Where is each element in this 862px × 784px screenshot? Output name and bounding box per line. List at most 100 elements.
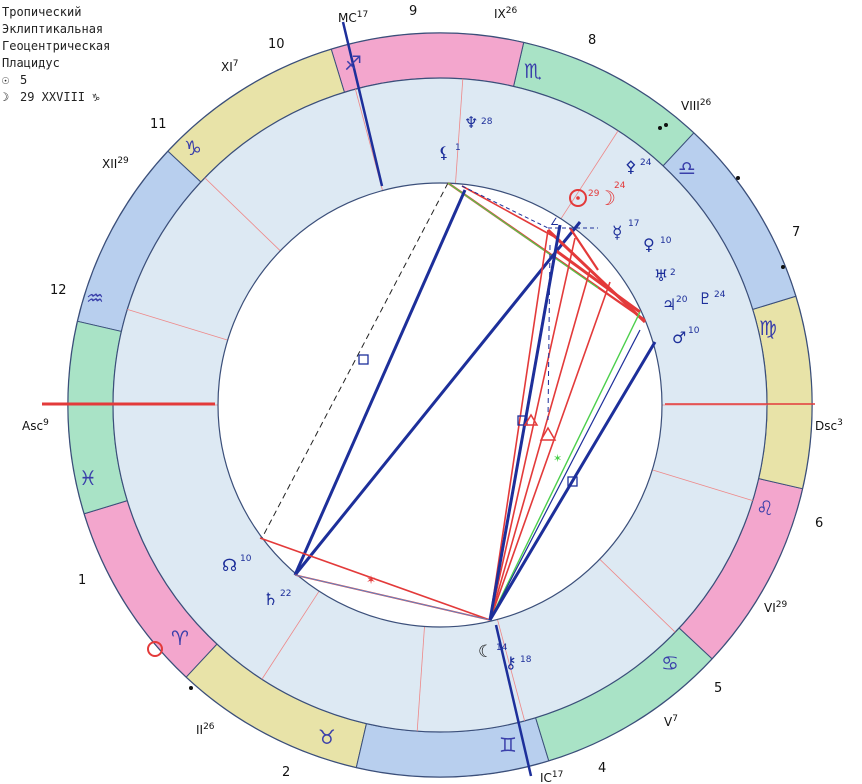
taurus-sign-icon: ♉: [318, 725, 336, 749]
aries-sign-icon: ♈: [171, 626, 189, 650]
chart-settings-legend: Тропический Эклиптикальная Геоцентрическ…: [2, 4, 110, 106]
lilith-point: ⚸ 1: [438, 143, 461, 162]
ring-dot: [664, 123, 668, 127]
selena-point: ☾ 14: [478, 642, 508, 662]
house-numbers: 1 2 4 5 6 7 8 9 10 11 12: [50, 4, 823, 780]
jupiter-degree: 20: [676, 295, 688, 305]
house-number-7: 7: [792, 225, 800, 240]
house-number-9: 9: [409, 4, 417, 19]
imum-coeli-axis: [494, 624, 533, 777]
point-24-icon: ⚴: [625, 157, 637, 176]
aspect-line: [569, 227, 599, 271]
neptune-planet: ♆ 28: [464, 113, 493, 132]
jupiter-icon: ♃: [662, 295, 676, 314]
aspect-line: [259, 537, 491, 621]
ring-dot: [781, 265, 785, 269]
house-cusp-line: [652, 469, 753, 501]
chiron-point: ⚷ 18: [505, 653, 532, 672]
house-number-5: 5: [714, 681, 722, 696]
point-24-degree: 24: [640, 158, 652, 168]
mercury-icon: ☿: [612, 223, 622, 243]
selena-icon: ☾: [478, 642, 493, 662]
cancer-sign-icon: ♋: [661, 651, 679, 675]
mercury-degree: 17: [628, 219, 639, 229]
house-cusp-line: [416, 626, 425, 732]
jupiter-planet: ♃ 20: [662, 295, 688, 314]
square-aspect-icon: [567, 476, 578, 487]
aspect-line: [489, 269, 591, 621]
saturn-planet: ♄ 22: [263, 589, 291, 610]
chart-axes: [42, 21, 815, 777]
aspect-markers: ✶ ✶ ∠: [358, 217, 578, 587]
pisces-sign-icon: ♓: [79, 466, 97, 490]
aspect-line: [488, 341, 657, 621]
zodiac-glyphs: ♈ ♉ ♊ ♋ ♌ ♍ ♎ ♏ ♐ ♑ ♒ ♓: [79, 51, 777, 757]
venus-icon: ♀: [643, 235, 655, 254]
aspect-lines: [259, 182, 657, 621]
sun-icon: [569, 189, 587, 207]
cusp-label-XI: XI7: [221, 59, 239, 74]
ring-dot: [736, 176, 740, 180]
uranus-degree: 2: [670, 268, 676, 278]
house-cusp-line: [599, 558, 676, 633]
sun-degree: 29: [588, 189, 600, 199]
virgo-sign-icon: ♍: [759, 316, 777, 340]
trine-aspect-icon: [523, 413, 539, 426]
moon-degree: 24: [614, 181, 626, 191]
lilith-degree: 1: [455, 143, 461, 153]
dsc-label: Dsc3: [815, 418, 843, 433]
house-number-8: 8: [588, 33, 596, 48]
aspect-line: [489, 237, 576, 621]
north-node-icon: ☊: [222, 556, 237, 576]
aspect-line: [489, 281, 611, 621]
mars-planet: ♂ 10: [672, 326, 700, 347]
scorpio-sign-icon: ♏: [524, 59, 542, 83]
aspect-line: [294, 574, 491, 621]
sun-icon: ☉: [2, 73, 10, 87]
house-number-10: 10: [268, 37, 285, 52]
cusp-label-XII: XII29: [102, 156, 129, 171]
saturn-icon: ♄: [263, 590, 278, 610]
legend-moon-row: ☽ 29 XXVIII ♑: [2, 89, 110, 106]
saturn-degree: 22: [280, 589, 291, 599]
aspect-line: [547, 244, 551, 421]
sagittarius-sign-icon: ♐: [344, 51, 362, 75]
point-24: ⚴ 24: [625, 157, 652, 176]
legend-sun-row: ☉ 5: [2, 72, 110, 89]
aspect-line: [488, 224, 562, 621]
aspect-line: [461, 185, 549, 229]
ring-marker-icon: [147, 641, 163, 657]
pluto-degree: 24: [714, 290, 726, 300]
house-number-1: 1: [78, 573, 86, 588]
house-cusp-line: [261, 590, 320, 680]
cusp-label-VIII: VIII26: [681, 98, 712, 113]
square-aspect-icon: [358, 354, 369, 365]
aspect-line: [461, 185, 561, 241]
venus-planet: ♀ 10: [643, 235, 672, 254]
sextile-aspect-icon: ✶: [366, 573, 376, 587]
leo-sign-icon: ♌: [756, 496, 774, 520]
cusp-label-IX: IX26: [494, 6, 517, 21]
gemini-sign-icon: ♊: [499, 733, 517, 757]
moon-planet: ☽ 24: [598, 181, 626, 210]
legend-zodiac-type: Тропический: [2, 5, 82, 19]
sun-planet: 29: [569, 189, 600, 207]
sun-icon-center: [576, 196, 580, 200]
house-cusp-lines: [113, 78, 767, 732]
house-cusp-line: [455, 78, 464, 184]
house-number-6: 6: [815, 516, 823, 531]
pluto-icon: ♇: [698, 289, 712, 308]
house-number-4: 4: [598, 761, 606, 776]
legend-house-system: Плацидус: [2, 56, 60, 70]
moon-icon: ☽: [2, 90, 10, 104]
aspect-line: [447, 182, 599, 289]
midheaven-axis: [341, 21, 384, 187]
selena-degree: 14: [496, 643, 508, 653]
venus-degree: 10: [660, 236, 672, 246]
house-number-2: 2: [282, 765, 290, 780]
uranus-icon: ♅: [654, 266, 668, 285]
house-cusp-line: [497, 619, 526, 721]
house-cusp-labels: II26 V7 VI29 VIII26 IX26 XI7 XII29: [102, 6, 787, 737]
house-number-11: 11: [150, 117, 167, 132]
